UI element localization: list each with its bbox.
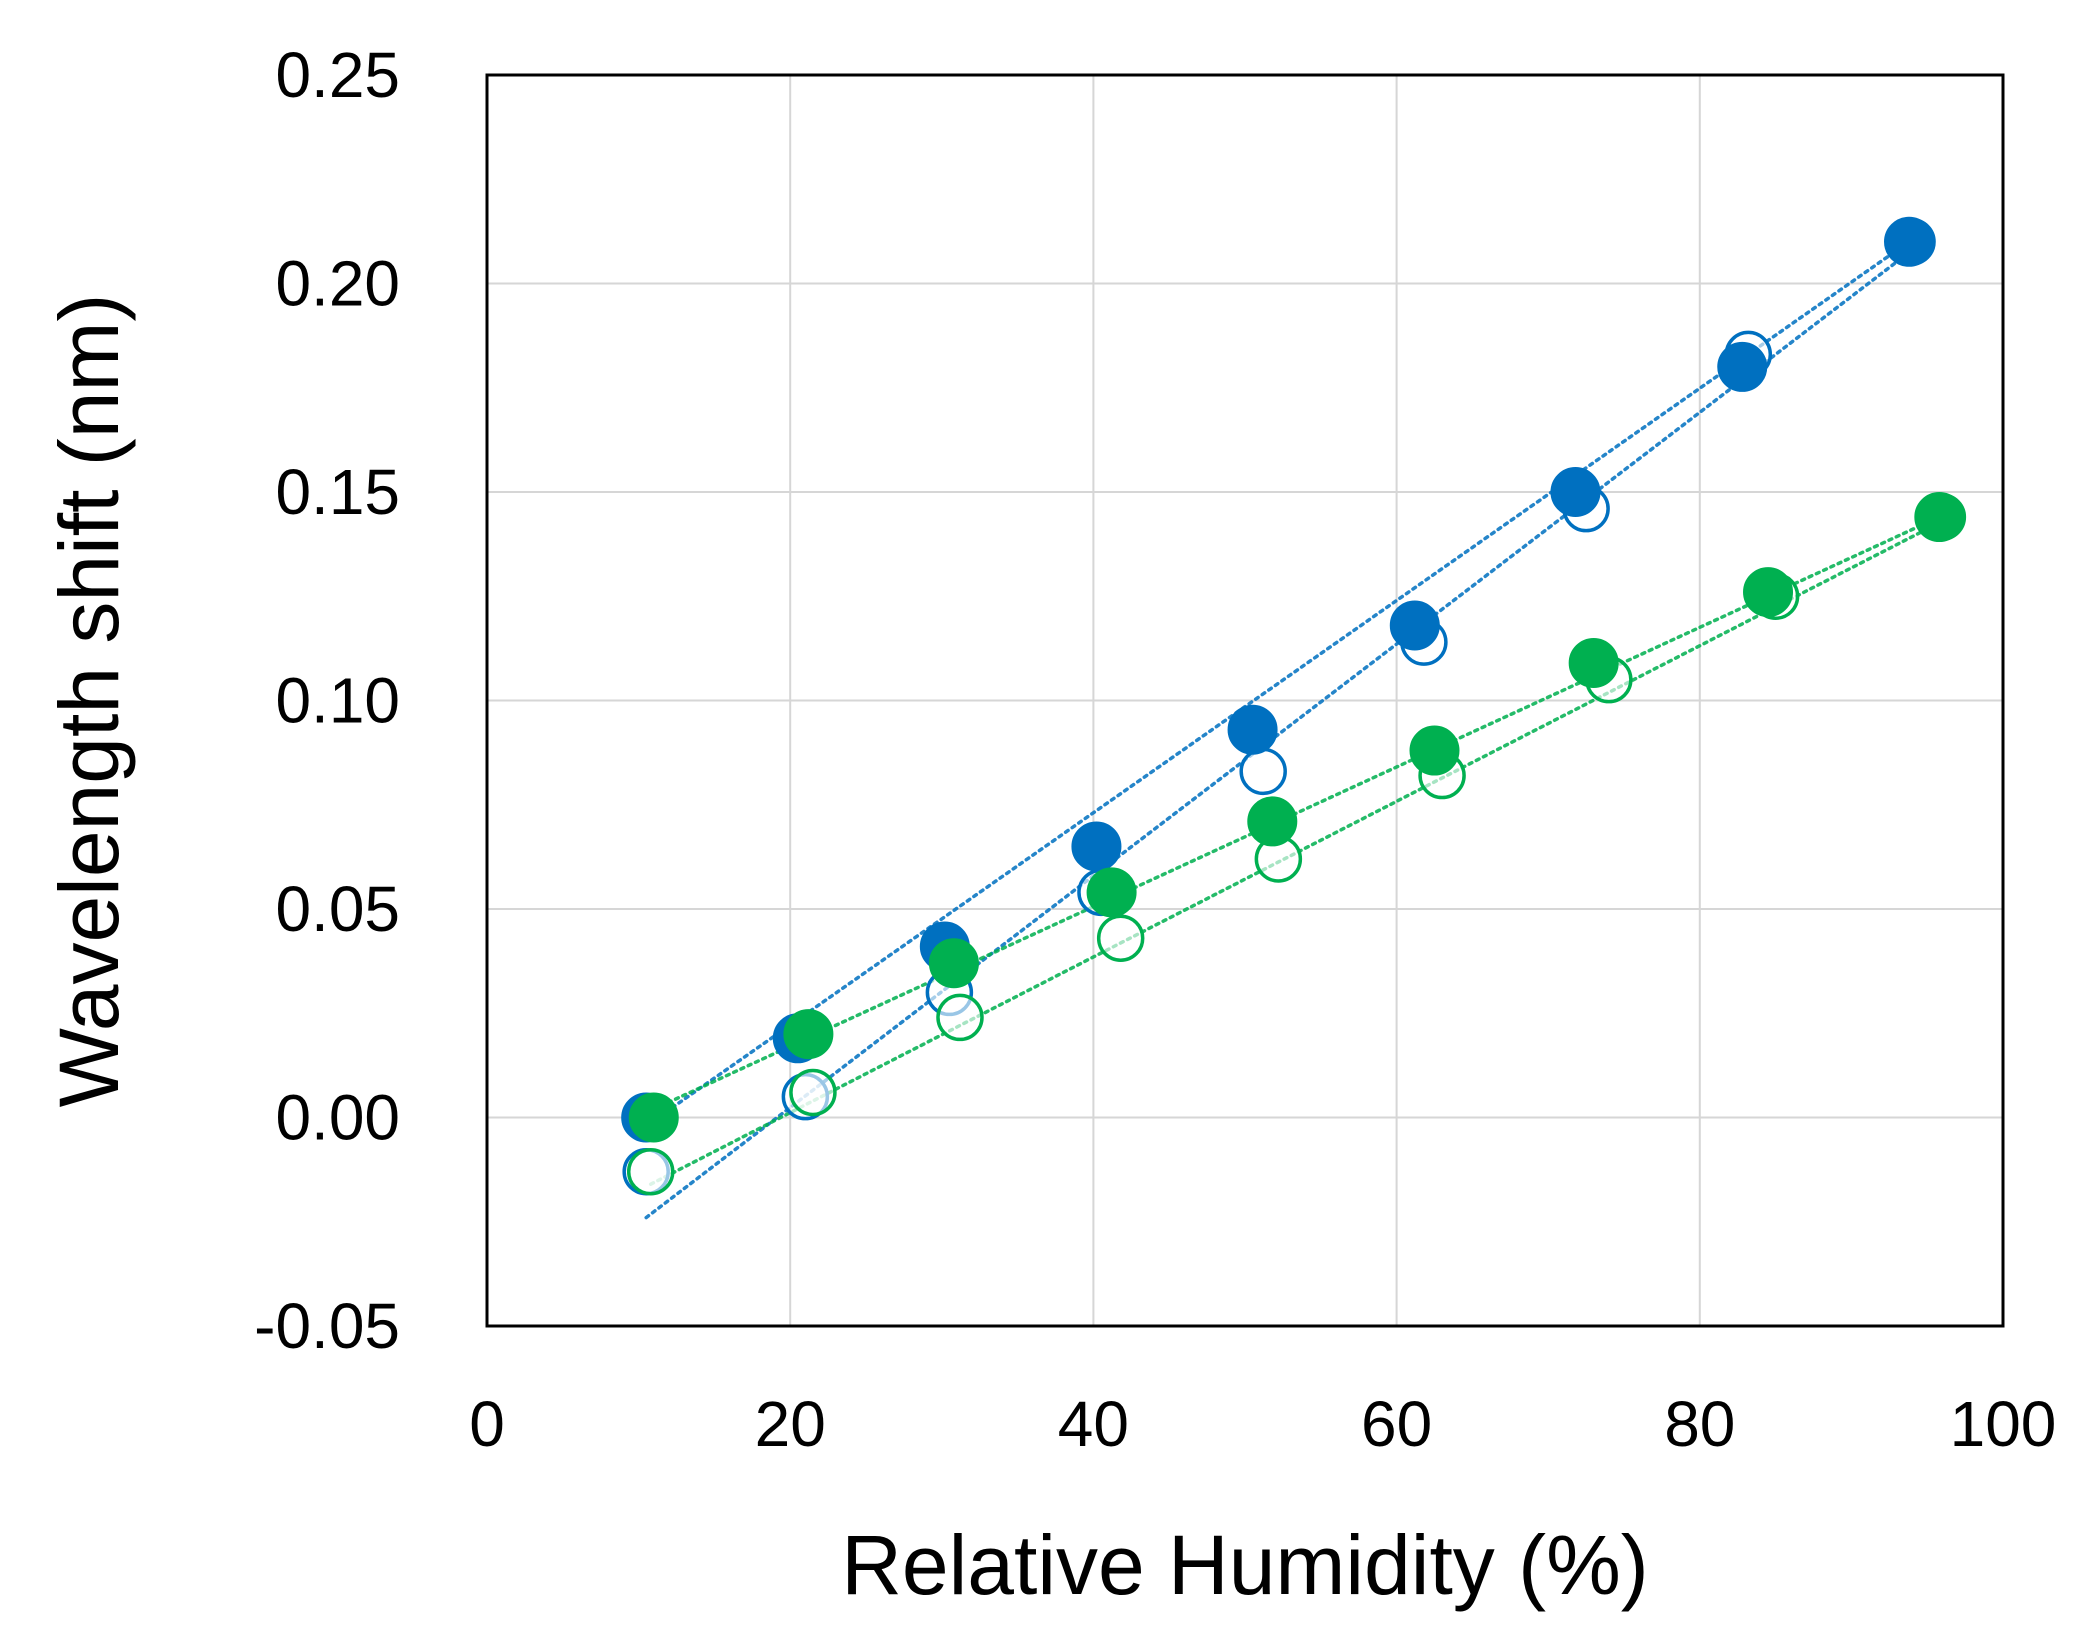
data-point-blue-open — [1239, 747, 1287, 796]
x-tick-label: 60 — [1361, 1388, 1432, 1460]
y-axis-tick-labels: -0.05 0.00 0.05 0.10 0.15 0.20 0.25 — [254, 39, 400, 1362]
y-tick-label: 0.05 — [275, 873, 400, 945]
y-tick-label: 0.15 — [275, 456, 400, 528]
data-point-blue-filled — [1884, 216, 1935, 267]
data-point-green-filled — [1743, 567, 1794, 618]
x-tick-label: 100 — [1950, 1388, 2057, 1460]
data-point-green-filled — [1914, 492, 1965, 543]
x-axis-title: Relative Humidity (%) — [841, 1518, 1649, 1612]
y-tick-label: 0.20 — [275, 248, 400, 320]
data-point-blue-filled — [1389, 600, 1440, 651]
x-tick-label: 80 — [1664, 1388, 1735, 1460]
data-point-green-filled — [1247, 796, 1298, 847]
x-tick-label: 40 — [1058, 1388, 1129, 1460]
trend-line-blue-open — [644, 248, 1914, 1220]
data-points — [621, 216, 1967, 1196]
data-point-blue-filled — [1227, 704, 1278, 755]
data-point-blue-filled — [1071, 821, 1122, 872]
trend-line-green-filled — [652, 515, 1942, 1111]
data-point-blue-filled — [1550, 467, 1601, 517]
data-point-green-open — [1096, 914, 1145, 962]
y-tick-label: 0.10 — [275, 665, 400, 737]
trend-line-blue-filled — [644, 240, 1911, 1128]
data-point-green-filled — [783, 1009, 834, 1060]
y-tick-label: 0.25 — [275, 39, 400, 111]
data-point-green-filled — [1568, 637, 1619, 688]
data-point-green-filled — [928, 938, 979, 989]
x-tick-label: 20 — [755, 1388, 826, 1460]
data-point-green-open — [936, 993, 984, 1042]
x-tick-label: 0 — [469, 1388, 505, 1460]
data-point-green-filled — [1086, 867, 1137, 918]
trend-lines — [644, 240, 1945, 1220]
trend-line-green-open — [648, 519, 1945, 1186]
grid-lines — [487, 75, 2003, 1326]
y-axis-title: Wavelength shift (nm) — [42, 294, 136, 1108]
data-point-green-filled — [628, 1092, 679, 1143]
y-tick-label: 0.00 — [275, 1082, 400, 1154]
data-point-green-filled — [1409, 725, 1460, 776]
data-point-green-open — [626, 1147, 675, 1196]
plot-frame — [485, 73, 2005, 1328]
x-axis-tick-labels: 0 20 40 60 80 100 — [469, 1388, 2056, 1460]
data-point-blue-filled — [1717, 341, 1768, 392]
y-tick-label: -0.05 — [254, 1290, 400, 1362]
data-point-green-open — [789, 1068, 837, 1117]
